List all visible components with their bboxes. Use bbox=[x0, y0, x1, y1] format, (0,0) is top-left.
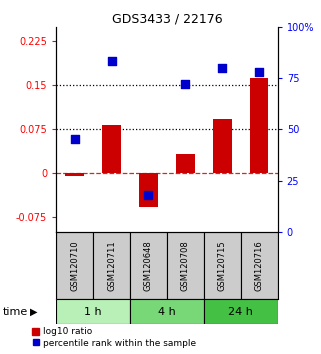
Text: GSM120715: GSM120715 bbox=[218, 240, 227, 291]
Point bbox=[72, 137, 77, 142]
Text: 1 h: 1 h bbox=[84, 307, 102, 316]
Title: GDS3433 / 22176: GDS3433 / 22176 bbox=[112, 12, 222, 25]
Bar bbox=[167, 232, 204, 299]
Bar bbox=[204, 232, 241, 299]
Text: 24 h: 24 h bbox=[228, 307, 253, 316]
Bar bbox=[176, 154, 195, 173]
Point bbox=[109, 59, 114, 64]
Legend: log10 ratio, percentile rank within the sample: log10 ratio, percentile rank within the … bbox=[30, 326, 198, 349]
Text: GSM120711: GSM120711 bbox=[107, 240, 116, 291]
Bar bbox=[102, 125, 121, 173]
Bar bbox=[56, 299, 130, 324]
Text: ▶: ▶ bbox=[30, 307, 38, 316]
Bar bbox=[213, 119, 231, 173]
Bar bbox=[130, 299, 204, 324]
Point bbox=[256, 69, 262, 75]
Text: GSM120710: GSM120710 bbox=[70, 240, 79, 291]
Text: 4 h: 4 h bbox=[158, 307, 176, 316]
Bar bbox=[130, 232, 167, 299]
Bar bbox=[241, 232, 278, 299]
Bar bbox=[56, 232, 93, 299]
Text: GSM120716: GSM120716 bbox=[255, 240, 264, 291]
Text: GSM120648: GSM120648 bbox=[144, 240, 153, 291]
Bar bbox=[204, 299, 278, 324]
Bar bbox=[65, 173, 84, 176]
Point bbox=[183, 81, 188, 87]
Text: time: time bbox=[3, 307, 29, 316]
Point bbox=[220, 65, 225, 70]
Text: GSM120708: GSM120708 bbox=[181, 240, 190, 291]
Point bbox=[146, 192, 151, 198]
Bar bbox=[139, 173, 158, 207]
Bar bbox=[250, 78, 268, 173]
Bar bbox=[93, 232, 130, 299]
